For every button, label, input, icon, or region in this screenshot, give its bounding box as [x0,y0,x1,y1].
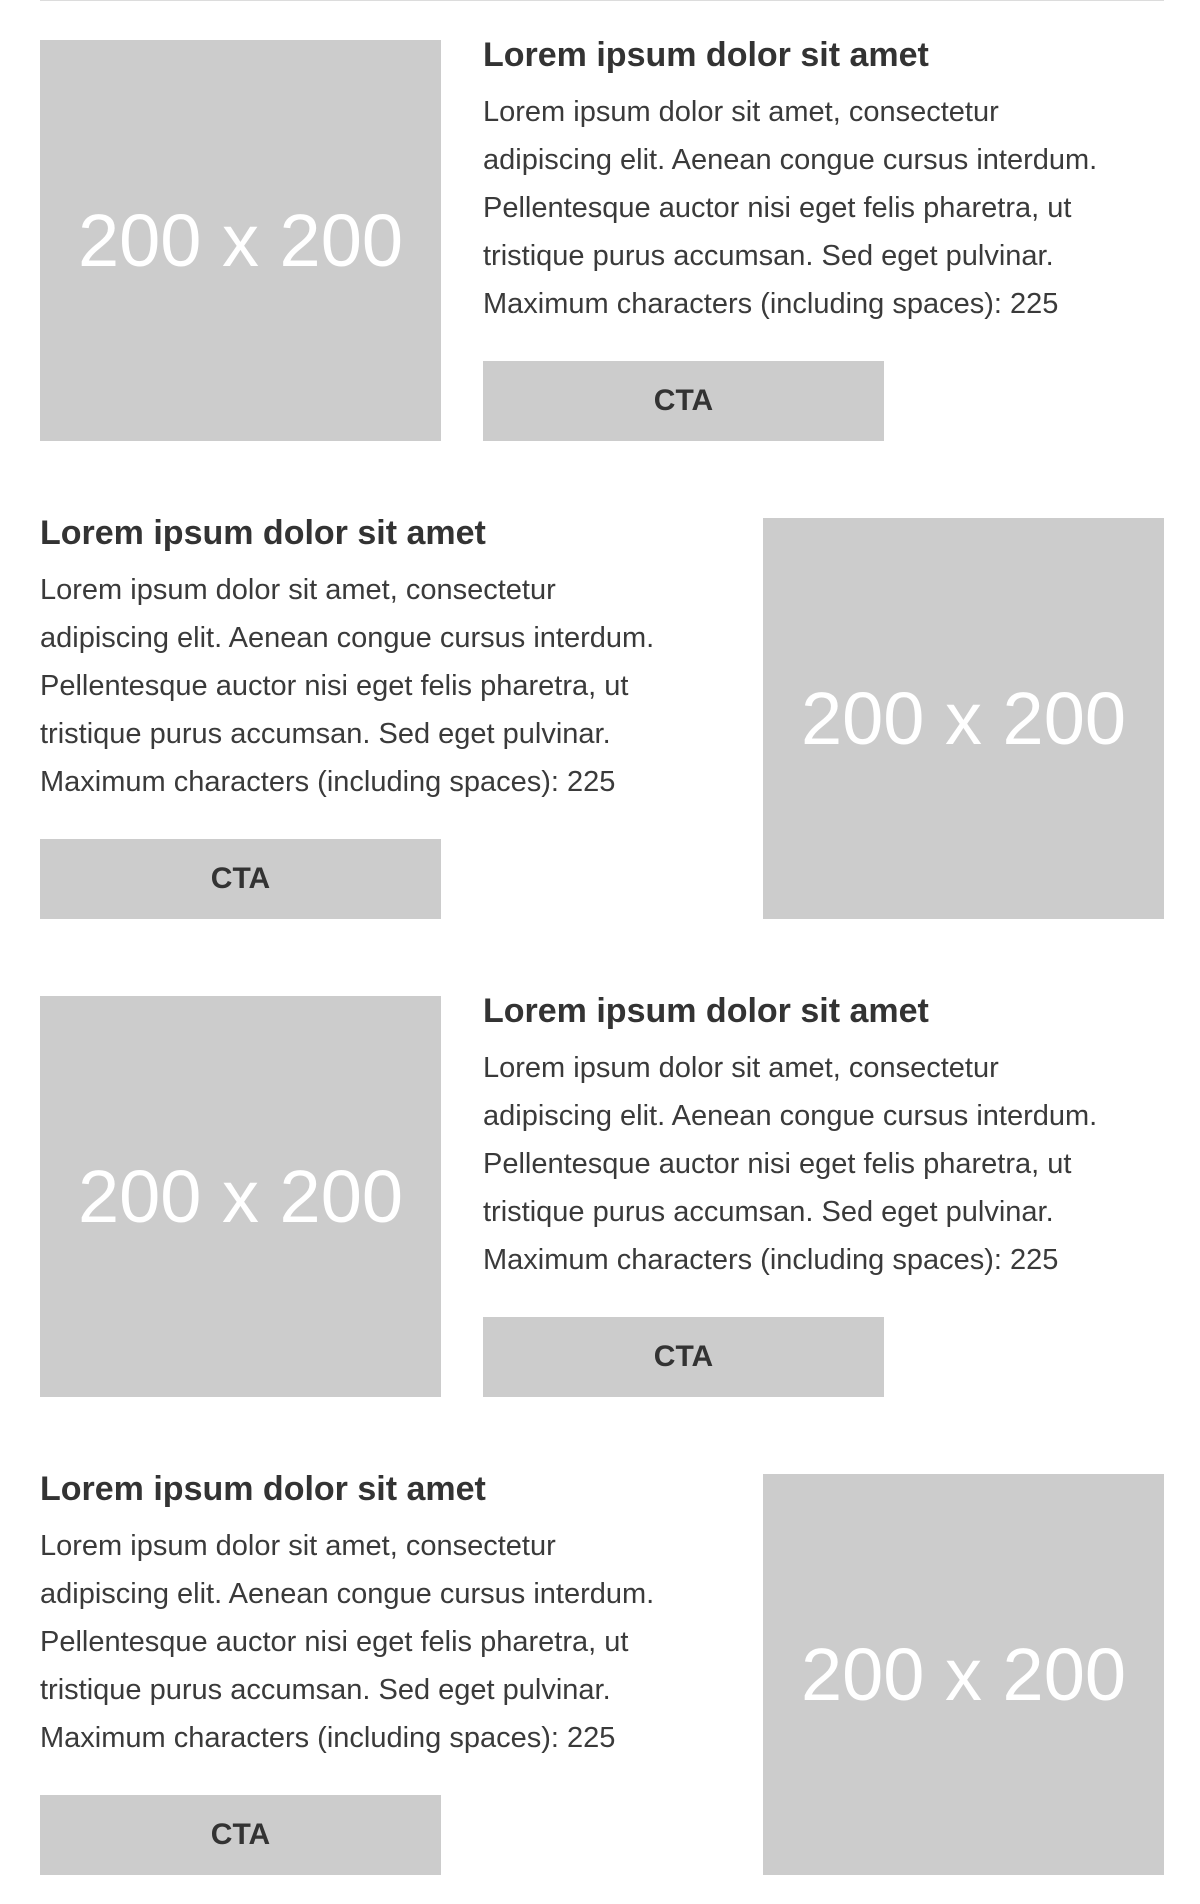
body-line: Pellentesque auctor nisi eget felis phar… [483,192,1072,224]
block-body-text: Lorem ipsum dolor sit amet, consectetur … [40,1522,740,1762]
cta-button[interactable]: CTA [483,361,884,441]
content-block-3: 200 x 200 Lorem ipsum dolor sit amet Lor… [40,992,1164,1397]
body-line: Pellentesque auctor nisi eget felis phar… [40,1626,629,1658]
text-column: Lorem ipsum dolor sit amet Lorem ipsum d… [40,1470,740,1875]
body-line: adipiscing elit. Aenean congue cursus in… [40,622,655,654]
cta-button[interactable]: CTA [40,839,441,919]
body-line: tristique purus accumsan. Sed eget pulvi… [483,1196,1054,1228]
block-headline: Lorem ipsum dolor sit amet [40,514,486,552]
body-line: Pellentesque auctor nisi eget felis phar… [40,670,629,702]
cta-button[interactable]: CTA [483,1317,884,1397]
text-column: Lorem ipsum dolor sit amet Lorem ipsum d… [483,992,1183,1397]
body-line: Maximum characters (including spaces): 2… [483,288,1059,320]
body-line: tristique purus accumsan. Sed eget pulvi… [40,1674,611,1706]
body-line: adipiscing elit. Aenean congue cursus in… [40,1578,655,1610]
top-divider [40,0,1164,1]
body-line: Lorem ipsum dolor sit amet, consectetur [483,96,999,128]
body-line: adipiscing elit. Aenean congue cursus in… [483,144,1098,176]
body-line: adipiscing elit. Aenean congue cursus in… [483,1100,1098,1132]
body-line: Lorem ipsum dolor sit amet, consectetur [40,1530,556,1562]
block-headline: Lorem ipsum dolor sit amet [483,992,929,1030]
block-headline: Lorem ipsum dolor sit amet [40,1470,486,1508]
body-line: tristique purus accumsan. Sed eget pulvi… [40,718,611,750]
image-placeholder: 200 x 200 [40,996,441,1397]
body-line: Pellentesque auctor nisi eget felis phar… [483,1148,1072,1180]
cta-button[interactable]: CTA [40,1795,441,1875]
body-line: Maximum characters (including spaces): 2… [483,1244,1059,1276]
content-block-1: 200 x 200 Lorem ipsum dolor sit amet Lor… [40,36,1164,441]
image-placeholder: 200 x 200 [763,1474,1164,1875]
block-body-text: Lorem ipsum dolor sit amet, consectetur … [483,88,1183,328]
content-block-4: Lorem ipsum dolor sit amet Lorem ipsum d… [40,1470,1164,1875]
body-line: Lorem ipsum dolor sit amet, consectetur [483,1052,999,1084]
block-body-text: Lorem ipsum dolor sit amet, consectetur … [40,566,740,806]
block-headline: Lorem ipsum dolor sit amet [483,36,929,74]
block-body-text: Lorem ipsum dolor sit amet, consectetur … [483,1044,1183,1284]
body-line: tristique purus accumsan. Sed eget pulvi… [483,240,1054,272]
image-placeholder: 200 x 200 [763,518,1164,919]
image-placeholder: 200 x 200 [40,40,441,441]
text-column: Lorem ipsum dolor sit amet Lorem ipsum d… [483,36,1183,441]
text-column: Lorem ipsum dolor sit amet Lorem ipsum d… [40,514,740,919]
body-line: Maximum characters (including spaces): 2… [40,766,616,798]
content-block-2: Lorem ipsum dolor sit amet Lorem ipsum d… [40,514,1164,919]
body-line: Lorem ipsum dolor sit amet, consectetur [40,574,556,606]
body-line: Maximum characters (including spaces): 2… [40,1722,616,1754]
